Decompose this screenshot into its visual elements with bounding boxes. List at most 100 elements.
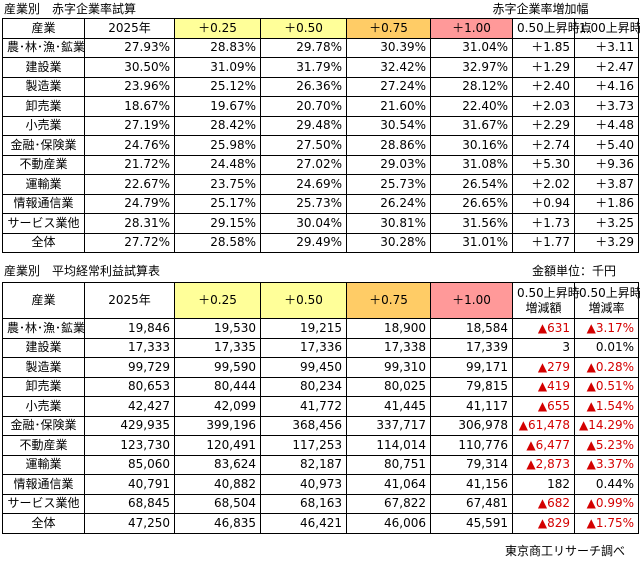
- table-row: サービス業他 28.31% 29.15% 30.04% 30.81% 31.56% ＋1.7…: [2, 213, 639, 234]
- value-cell: ＋9.36: [574, 154, 639, 175]
- value-cell: ▲1.54%: [574, 396, 639, 417]
- value-cell: 68,845: [84, 493, 175, 514]
- value-cell: 42,427: [84, 396, 175, 417]
- table-row: 製造業 23.96% 25.12% 26.36% 27.24% 28.12% ＋2.40 ＋4…: [2, 76, 639, 97]
- header-plus-025: ＋0.25: [174, 18, 261, 39]
- value-cell: 17,335: [174, 337, 261, 358]
- header-change-amount: 0.50上昇時 増減額: [512, 282, 580, 319]
- value-cell: 80,751: [346, 454, 431, 475]
- value-cell: 28.12%: [430, 76, 513, 97]
- value-cell: ＋5.30: [512, 154, 575, 175]
- table-row: 小売業 42,427 42,099 41,772 41,445 41,117 ▲655 ▲1.…: [2, 396, 639, 417]
- industry-cell: サービス業他: [2, 493, 85, 514]
- value-cell: 23.96%: [84, 76, 175, 97]
- table-row: 製造業 99,729 99,590 99,450 99,310 99,171 ▲279 ▲0.…: [2, 357, 639, 378]
- industry-cell: 情報通信業: [2, 193, 85, 214]
- value-cell: 80,653: [84, 376, 175, 397]
- value-cell: ▲5.23%: [574, 435, 639, 456]
- value-cell: 17,333: [84, 337, 175, 358]
- industry-cell: 金融･保険業: [2, 135, 85, 156]
- table-row: 金融･保険業 429,935 399,196 368,456 337,717 306,97…: [2, 415, 639, 436]
- value-cell: 26.54%: [430, 174, 513, 195]
- value-cell: 17,338: [346, 337, 431, 358]
- value-cell: 20.70%: [260, 96, 347, 117]
- table-row: 小売業 27.19% 28.42% 29.48% 30.54% 31.67% ＋2.29 ＋4…: [2, 115, 639, 136]
- industry-cell: 運輸業: [2, 174, 85, 195]
- value-cell: ＋2.29: [512, 115, 575, 136]
- value-cell: 99,450: [260, 357, 347, 378]
- value-cell: ＋1.77: [512, 232, 575, 253]
- table-row: 農･林･漁･鉱業 19,846 19,530 19,215 18,900 18,584 ▲6…: [2, 318, 639, 339]
- industry-cell: 不動産業: [2, 435, 85, 456]
- value-cell: 99,729: [84, 357, 175, 378]
- table-row: 卸売業 80,653 80,444 80,234 80,025 79,815 ▲419 ▲0.…: [2, 376, 639, 397]
- value-cell: ▲829: [512, 513, 575, 534]
- value-cell: ＋3.25: [574, 213, 639, 234]
- header-plus-075: ＋0.75: [346, 282, 431, 319]
- value-cell: 68,163: [260, 493, 347, 514]
- value-cell: 31.04%: [430, 37, 513, 58]
- value-cell: 19.67%: [174, 96, 261, 117]
- value-cell: 18.67%: [84, 96, 175, 117]
- industry-cell: 金融･保険業: [2, 415, 85, 436]
- value-cell: 27.02%: [260, 154, 347, 175]
- value-cell: 17,336: [260, 337, 347, 358]
- value-cell: ＋2.02: [512, 174, 575, 195]
- table-row: 建設業 17,333 17,335 17,336 17,338 17,339 3 0.01%: [2, 337, 639, 358]
- value-cell: 99,171: [430, 357, 513, 378]
- value-cell: 26.65%: [430, 193, 513, 214]
- value-cell: 31.09%: [174, 57, 261, 78]
- value-cell: 29.48%: [260, 115, 347, 136]
- value-cell: 80,444: [174, 376, 261, 397]
- header-change-rate: 0.50上昇時 増減率: [574, 282, 640, 319]
- value-cell: 28.86%: [346, 135, 431, 156]
- value-cell: 27.72%: [84, 232, 175, 253]
- industry-cell: サービス業他: [2, 213, 85, 234]
- value-cell: 120,491: [174, 435, 261, 456]
- value-cell: 41,772: [260, 396, 347, 417]
- industry-cell: 全体: [2, 513, 85, 534]
- table-row: 情報通信業 40,791 40,882 40,973 41,064 41,156 182 0.…: [2, 474, 639, 495]
- value-cell: 31.67%: [430, 115, 513, 136]
- table-row: 不動産業 123,730 120,491 117,253 114,014 110,776 ▲…: [2, 435, 639, 456]
- value-cell: 337,717: [346, 415, 431, 436]
- table-row: 金融･保険業 24.76% 25.98% 27.50% 28.86% 30.16% ＋2.7…: [2, 135, 639, 156]
- deficit-rate-table: 産業 2025年 ＋0.25 ＋0.50 ＋0.75 ＋1.00 0.50上昇時…: [2, 18, 640, 253]
- value-cell: 32.97%: [430, 57, 513, 78]
- value-cell: 25.73%: [346, 174, 431, 195]
- value-cell: ＋1.85: [512, 37, 575, 58]
- value-cell: 41,445: [346, 396, 431, 417]
- value-cell: ＋3.87: [574, 174, 639, 195]
- value-cell: 41,156: [430, 474, 513, 495]
- value-cell: ＋1.29: [512, 57, 575, 78]
- value-cell: 30.16%: [430, 135, 513, 156]
- value-cell: ▲0.51%: [574, 376, 639, 397]
- value-cell: 368,456: [260, 415, 347, 436]
- value-cell: 80,234: [260, 376, 347, 397]
- value-cell: ▲0.99%: [574, 493, 639, 514]
- value-cell: 79,815: [430, 376, 513, 397]
- table-row: 卸売業 18.67% 19.67% 20.70% 21.60% 22.40% ＋2.03 ＋3…: [2, 96, 639, 117]
- value-cell: ▲655: [512, 396, 575, 417]
- value-cell: 67,822: [346, 493, 431, 514]
- value-cell: 30.81%: [346, 213, 431, 234]
- value-cell: 21.72%: [84, 154, 175, 175]
- table-row: サービス業他 68,845 68,504 68,163 67,822 67,481 ▲682…: [2, 493, 639, 514]
- value-cell: 85,060: [84, 454, 175, 475]
- header-plus-100: ＋1.00: [430, 18, 513, 39]
- value-cell: 29.03%: [346, 154, 431, 175]
- value-cell: 24.79%: [84, 193, 175, 214]
- value-cell: 22.67%: [84, 174, 175, 195]
- value-cell: 29.78%: [260, 37, 347, 58]
- value-cell: ＋4.16: [574, 76, 639, 97]
- value-cell: 18,584: [430, 318, 513, 339]
- value-cell: 110,776: [430, 435, 513, 456]
- value-cell: 68,504: [174, 493, 261, 514]
- table-row: 農･林･漁･鉱業 27.93% 28.83% 29.78% 30.39% 31.04% ＋1…: [2, 37, 639, 58]
- industry-cell: 製造業: [2, 357, 85, 378]
- table-row: 全体 47,250 46,835 46,421 46,006 45,591 ▲829 ▲1.7…: [2, 513, 639, 534]
- value-cell: ▲419: [512, 376, 575, 397]
- top-title: 産業別 赤字企業率試算: [4, 2, 137, 16]
- value-cell: 80,025: [346, 376, 431, 397]
- value-cell: 23.75%: [174, 174, 261, 195]
